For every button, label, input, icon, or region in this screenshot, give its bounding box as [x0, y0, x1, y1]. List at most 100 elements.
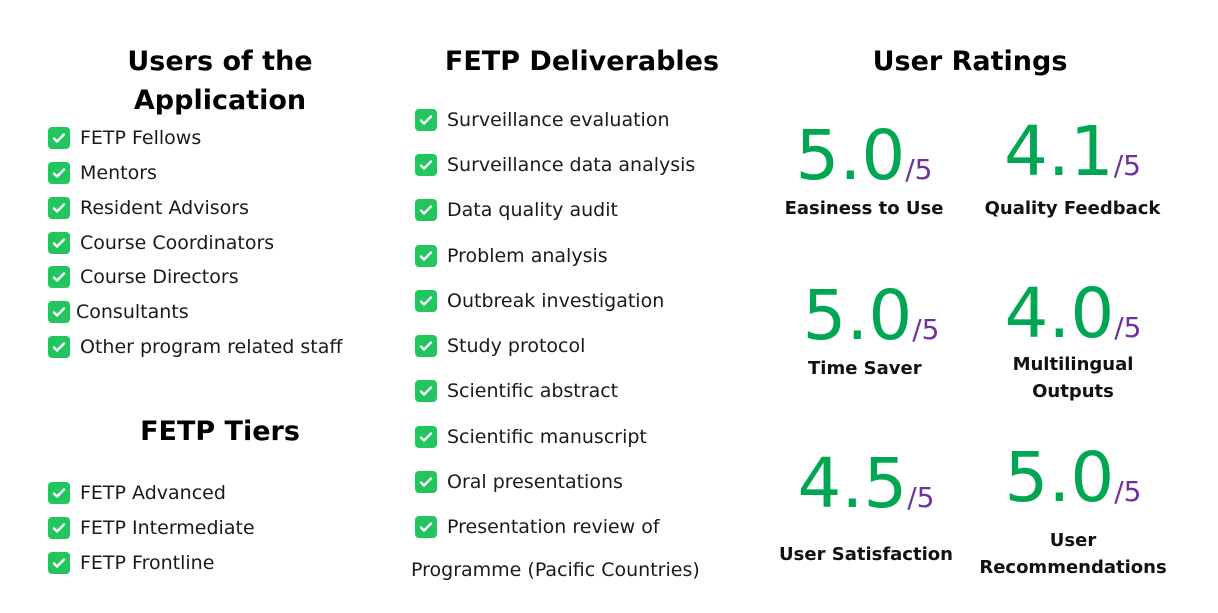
ratings-heading: User Ratings: [872, 46, 1068, 77]
check-mark-icon: [415, 516, 437, 538]
check-mark-icon: [415, 199, 437, 221]
rating-label-line2: Outputs: [1032, 381, 1114, 402]
check-mark-icon: [48, 197, 70, 219]
users-heading-line1: Users of the: [127, 46, 313, 77]
check-mark-icon: [48, 552, 70, 574]
rating-label: Quality Feedback: [980, 195, 1165, 222]
rating-time-saver: 5.0/5 Time Saver: [786, 282, 956, 382]
list-item-label: Scientific abstract: [447, 380, 619, 402]
list-item: Consultants: [48, 299, 189, 325]
list-item-label: FETP Frontline: [80, 552, 215, 574]
list-item-label: Resident Advisors: [80, 197, 249, 219]
check-mark-icon: [415, 245, 437, 267]
rating-user-recommendations: 5.0/5 User Recommendations: [976, 444, 1170, 581]
rating-label-line1: Easiness to Use: [784, 198, 944, 219]
list-item: Scientific abstract: [415, 378, 618, 404]
list-item-label: Oral presentations: [447, 471, 623, 493]
list-item: Resident Advisors: [48, 195, 249, 221]
list-item-label: Course Coordinators: [80, 232, 275, 254]
list-item-label: Scientific manuscript: [447, 426, 647, 448]
check-mark-icon: [48, 266, 70, 288]
list-item: Data quality audit: [415, 197, 618, 223]
list-item: Scientific manuscript: [415, 424, 647, 450]
users-heading: Users of the Application: [70, 42, 370, 120]
rating-out-of: /5: [1114, 475, 1142, 508]
list-item-label: Problem analysis: [447, 245, 608, 267]
list-item-label: Surveillance evaluation: [447, 109, 670, 131]
check-mark-icon: [48, 162, 70, 184]
list-item: Study protocol: [415, 333, 585, 359]
check-mark-icon: [48, 482, 70, 504]
rating-label: User Satisfaction: [776, 541, 956, 568]
rating-quality-feedback: 4.1/5 Quality Feedback: [980, 118, 1165, 222]
list-item: Mentors: [48, 160, 157, 186]
rating-out-of: /5: [1113, 149, 1141, 182]
rating-label: Easiness to Use: [774, 195, 954, 222]
list-item-label: FETP Advanced: [80, 482, 226, 504]
list-item: FETP Intermediate: [48, 515, 255, 541]
rating-out-of: /5: [905, 153, 933, 186]
check-mark-icon: [415, 290, 437, 312]
list-item: FETP Fellows: [48, 125, 201, 151]
rating-label: Time Saver: [786, 355, 956, 382]
list-item: Presentation review of: [415, 514, 660, 540]
rating-score: 5.0: [795, 116, 906, 196]
rating-user-satisfaction: 4.5/5 User Satisfaction: [776, 450, 956, 568]
check-mark-icon: [48, 232, 70, 254]
check-mark-icon: [415, 109, 437, 131]
list-item-label: FETP Fellows: [80, 127, 202, 149]
rating-label-line1: User: [1049, 530, 1097, 551]
list-item: Course Directors: [48, 264, 239, 290]
list-item-label: Surveillance data analysis: [447, 154, 696, 176]
check-mark-icon: [415, 471, 437, 493]
list-item: Surveillance data analysis: [415, 152, 695, 178]
rating-easiness-to-use: 5.0/5 Easiness to Use: [774, 122, 954, 222]
rating-label-line1: Multilingual: [1012, 354, 1134, 375]
users-list: FETP Fellows Mentors Resident Advisors C…: [48, 125, 378, 375]
list-item-label: FETP Intermediate: [80, 517, 255, 539]
list-item-label: Outbreak investigation: [447, 290, 665, 312]
rating-score: 5.0: [1004, 438, 1115, 518]
list-item-label: Mentors: [80, 162, 157, 184]
list-item: Oral presentations: [415, 469, 623, 495]
users-heading-line2: Application: [133, 85, 307, 116]
check-mark-icon: [48, 336, 70, 358]
list-item-label: Other program related staff: [80, 336, 343, 358]
list-item: FETP Frontline: [48, 550, 214, 576]
rating-score: 4.5: [797, 444, 908, 524]
list-item: Other program related staff: [48, 334, 342, 360]
check-mark-icon: [48, 127, 70, 149]
rating-label-line2: Recommendations: [979, 557, 1167, 578]
list-item: Course Coordinators: [48, 230, 274, 256]
list-item-label: Course Directors: [80, 266, 239, 288]
rating-label-line1: Time Saver: [808, 358, 922, 379]
rating-score: 4.0: [1004, 274, 1115, 354]
rating-label: User Recommendations: [976, 527, 1170, 581]
list-item-continuation: Programme (Pacific Countries): [411, 557, 700, 583]
check-mark-icon: [415, 380, 437, 402]
rating-out-of: /5: [907, 481, 935, 514]
deliverables-list: Surveillance evaluation Surveillance dat…: [411, 107, 745, 587]
check-mark-icon: [415, 426, 437, 448]
check-mark-icon: [48, 301, 70, 323]
rating-multilingual-outputs: 4.0/5 Multilingual Outputs: [988, 280, 1158, 405]
deliverables-heading: FETP Deliverables: [444, 46, 720, 77]
rating-label-line1: User Satisfaction: [779, 544, 953, 565]
list-item-label: Programme (Pacific Countries): [411, 559, 700, 581]
list-item: Outbreak investigation: [415, 288, 664, 314]
rating-score: 4.1: [1004, 112, 1114, 192]
list-item: Problem analysis: [415, 243, 608, 269]
list-item: FETP Advanced: [48, 480, 226, 506]
check-mark-icon: [415, 335, 437, 357]
rating-out-of: /5: [912, 313, 940, 346]
check-mark-icon: [48, 517, 70, 539]
rating-out-of: /5: [1114, 311, 1142, 344]
list-item-label: Data quality audit: [447, 199, 618, 221]
tiers-list: FETP Advanced FETP Intermediate FETP Fro…: [48, 480, 348, 580]
list-item-label: Presentation review of: [447, 516, 660, 538]
rating-label-line1: Quality Feedback: [984, 198, 1161, 219]
rating-score: 5.0: [802, 276, 913, 356]
list-item-label: Study protocol: [447, 335, 586, 357]
list-item: Surveillance evaluation: [415, 107, 669, 133]
check-mark-icon: [415, 154, 437, 176]
